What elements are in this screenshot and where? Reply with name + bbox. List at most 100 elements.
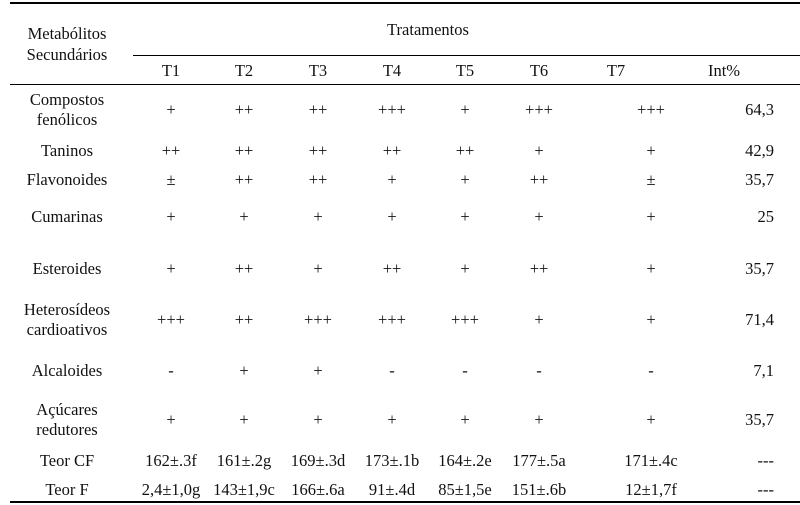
table-cell-t1: +++ <box>157 310 185 329</box>
table-cell-t1: + <box>166 259 176 278</box>
table-cell-t6: + <box>534 310 544 329</box>
table-cell-t6: +++ <box>525 100 553 119</box>
table-cell-t7: + <box>646 310 656 329</box>
row-label: Cumarinas <box>31 207 103 226</box>
row-label: Flavonoides <box>26 170 108 189</box>
table-cell-t4: +++ <box>378 310 406 329</box>
table-cell-int: --- <box>757 480 774 499</box>
table-cell-t1: + <box>166 100 176 119</box>
table-cell-int: 35,7 <box>745 410 774 429</box>
table-cell-int: 35,7 <box>745 259 774 278</box>
table-cell-t4: - <box>389 361 395 380</box>
column-header-t6: T6 <box>529 61 549 80</box>
row-label: Açúcares <box>36 400 98 419</box>
row-header-line1: Metabólitos <box>27 24 107 43</box>
table-cell-t4: + <box>387 207 397 226</box>
bottom-rule <box>10 501 800 503</box>
table-cell-int: 25 <box>757 207 775 226</box>
table-cell-t5: 164±.2e <box>438 451 492 470</box>
table-cell-t3: ++ <box>308 100 328 119</box>
row-label: Teor F <box>45 480 89 499</box>
table-cell-t5: - <box>462 361 468 380</box>
table-cell-t5: + <box>460 410 470 429</box>
table-cell-t7: ± <box>646 170 656 189</box>
table-cell-t7: + <box>646 259 656 278</box>
table-cell-t5: + <box>460 100 470 119</box>
column-header-rule <box>10 84 800 85</box>
table-cell-t6: + <box>534 207 544 226</box>
table-cell-t5: +++ <box>451 310 479 329</box>
table-cell-t5: + <box>460 259 470 278</box>
top-rule <box>10 2 800 4</box>
row-label: redutores <box>36 420 98 439</box>
table-cell-t6: + <box>534 141 544 160</box>
table-cell-t5: + <box>460 170 470 189</box>
column-header-t4: T4 <box>382 61 402 80</box>
table-cell-t2: + <box>239 410 249 429</box>
table-cell-t6: ++ <box>529 259 549 278</box>
table-cell-t4: ++ <box>382 259 402 278</box>
table-cell-t1: ++ <box>161 141 181 160</box>
table-cell-t1: ± <box>166 170 176 189</box>
table-cell-t3: + <box>313 207 323 226</box>
row-label: Taninos <box>40 141 94 160</box>
table-cell-t6: 151±.6b <box>511 480 567 499</box>
table-cell-t2: ++ <box>234 310 254 329</box>
table-cell-t3: 169±.3d <box>290 451 346 470</box>
table-cell-t4: + <box>387 170 397 189</box>
table-cell-t3: + <box>313 410 323 429</box>
table-cell-t4: 173±.1b <box>364 451 420 470</box>
table-cell-t1: 2,4±1,0g <box>141 480 201 499</box>
row-label: Compostos <box>29 90 105 109</box>
table-cell-t3: ++ <box>308 141 328 160</box>
table-cell-t4: ++ <box>382 141 402 160</box>
table-cell-t7: - <box>648 361 654 380</box>
table-cell-int: 64,3 <box>745 100 774 119</box>
column-header-t7: T7 <box>606 61 626 80</box>
table-cell-t2: ++ <box>234 100 254 119</box>
row-label: fenólicos <box>36 110 98 129</box>
table-cell-int: 7,1 <box>753 361 774 380</box>
table-cell-t3: ++ <box>308 170 328 189</box>
table-cell-t4: + <box>387 410 397 429</box>
row-label: Heterosídeos <box>23 300 111 319</box>
table-cell-int: 35,7 <box>745 170 774 189</box>
table-cell-t5: ++ <box>455 141 475 160</box>
table-cell-t2: + <box>239 207 249 226</box>
table-cell-t5: + <box>460 207 470 226</box>
table-cell-t2: 161±.2g <box>216 451 272 470</box>
group-header-tratamentos: Tratamentos <box>387 20 469 39</box>
column-header-t3: T3 <box>308 61 328 80</box>
table-cell-t7: 171±.4c <box>624 451 678 470</box>
column-header-t5: T5 <box>455 61 475 80</box>
column-header-t1: T1 <box>161 61 181 80</box>
table-cell-t7: + <box>646 141 656 160</box>
table-cell-t1: + <box>166 410 176 429</box>
table-cell-t6: ++ <box>529 170 549 189</box>
table-cell-t7: +++ <box>637 100 665 119</box>
table-cell-t7: 12±1,7f <box>625 480 677 499</box>
table-cell-t6: + <box>534 410 544 429</box>
table-cell-t2: ++ <box>234 170 254 189</box>
table-cell-t1: + <box>166 207 176 226</box>
row-label: Alcaloides <box>31 361 103 380</box>
row-header-line2: Secundários <box>26 45 108 64</box>
table-cell-t7: + <box>646 410 656 429</box>
table-cell-t2: + <box>239 361 249 380</box>
group-header-rule <box>133 55 800 56</box>
table-cell-t4: +++ <box>378 100 406 119</box>
table-cell-t5: 85±1,5e <box>438 480 492 499</box>
table-cell-t7: + <box>646 207 656 226</box>
table-cell-t3: 166±.6a <box>291 480 345 499</box>
row-label: Esteroides <box>32 259 102 278</box>
table-cell-t4: 91±.4d <box>368 480 416 499</box>
row-label: cardioativos <box>26 320 108 339</box>
table-cell-t2: ++ <box>234 141 254 160</box>
table-cell-t3: + <box>313 259 323 278</box>
table-cell-t3: + <box>313 361 323 380</box>
table-cell-int: --- <box>757 451 774 470</box>
column-header-t2: T2 <box>234 61 254 80</box>
table-cell-t3: +++ <box>304 310 332 329</box>
table-cell-t1: 162±.3f <box>145 451 197 470</box>
column-header-int: Int% <box>707 61 741 80</box>
